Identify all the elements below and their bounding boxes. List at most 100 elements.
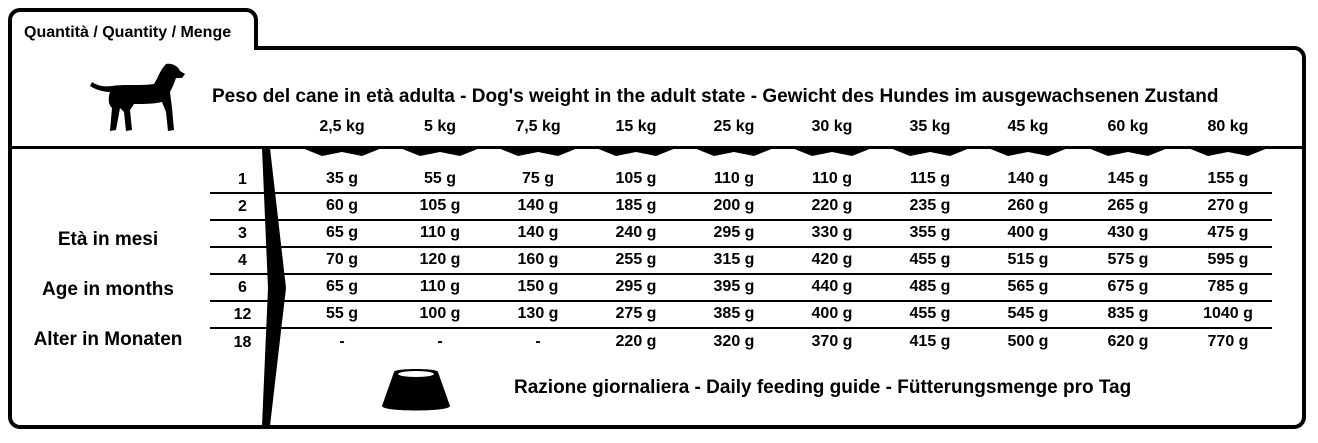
ration-cell: 110 g: [419, 224, 461, 241]
quantity-tab: Quantità / Quantity / Menge: [8, 8, 258, 50]
food-bowl-icon: [382, 369, 450, 411]
ration-cell: 55 g: [325, 305, 358, 322]
ration-cell: 110 g: [811, 170, 853, 187]
ration-cell: 575 g: [1107, 251, 1149, 268]
ration-cell: 475 g: [1207, 224, 1249, 241]
age-label-en: Age in months: [42, 279, 174, 300]
ration-cell: 400 g: [811, 305, 853, 322]
ration-cell: 455 g: [909, 305, 951, 322]
weight-notch-marker: [302, 148, 382, 156]
age-cell: 1: [238, 171, 247, 188]
ration-cell: 595 g: [1207, 251, 1249, 268]
ration-cell: 295 g: [615, 278, 657, 295]
ration-cell: 270 g: [1207, 197, 1249, 214]
table-row: 3 65 g 110 g 140 g 240 g 295 g 330 g 355 g 400 g…: [210, 221, 1272, 248]
ration-cell: 140 g: [517, 224, 559, 241]
ration-cell: 150 g: [517, 278, 559, 295]
ration-cell: 60 g: [325, 197, 358, 214]
ration-cell: 420 g: [811, 251, 853, 268]
weight-header: 80 kg: [1207, 118, 1249, 135]
ration-cell: 240 g: [615, 224, 657, 241]
ration-cell: 295 g: [713, 224, 755, 241]
ration-cell: 110 g: [713, 170, 755, 187]
header-divider: [10, 146, 1302, 149]
weight-notch-marker: [792, 148, 872, 156]
ration-cell: 160 g: [517, 251, 559, 268]
weight-notch-marker: [596, 148, 676, 156]
ration-cell: 130 g: [517, 305, 559, 322]
weight-notch-marker: [890, 148, 970, 156]
ration-cell: 455 g: [909, 251, 951, 268]
weight-notch-marker: [1188, 148, 1268, 156]
row-divider: [210, 327, 1272, 329]
age-label-de: Alter in Monaten: [33, 329, 183, 350]
weight-notch-marker: [1088, 148, 1168, 156]
ration-cell: 770 g: [1207, 333, 1249, 350]
ration-cell: 220 g: [811, 197, 853, 214]
ration-cell: 120 g: [419, 251, 461, 268]
ration-cell: 440 g: [811, 278, 853, 295]
weight-notch-marker: [498, 148, 578, 156]
age-cell: 4: [238, 252, 247, 269]
weight-header: 5 kg: [423, 118, 456, 135]
ration-cell: 145 g: [1107, 170, 1149, 187]
weight-header: 60 kg: [1107, 118, 1149, 135]
row-divider: [210, 219, 1272, 221]
ration-cell: 105 g: [615, 170, 657, 187]
ration-cell: 55 g: [423, 170, 456, 187]
age-label-it: Età in mesi: [57, 229, 159, 250]
ration-cell: 260 g: [1007, 197, 1049, 214]
age-cell: 2: [238, 198, 247, 215]
ration-cell: 235 g: [909, 197, 951, 214]
weight-header: 25 kg: [713, 118, 755, 135]
feeding-table-frame: [8, 46, 1306, 429]
ration-cell: -: [437, 333, 443, 350]
ration-cell: 675 g: [1107, 278, 1149, 295]
age-cell: 12: [233, 306, 252, 323]
ration-cell: 200 g: [713, 197, 755, 214]
ration-cell: 255 g: [615, 251, 657, 268]
table-row: 12 55 g 100 g 130 g 275 g 385 g 400 g 455 g 545 …: [210, 302, 1272, 329]
row-divider: [210, 300, 1272, 302]
ration-cell: 785 g: [1207, 278, 1249, 295]
ration-cell: 400 g: [1007, 224, 1049, 241]
ration-cell: 185 g: [615, 197, 657, 214]
ration-cell: 565 g: [1007, 278, 1049, 295]
header-title: Peso del cane in età adulta - Dog's weig…: [212, 86, 1219, 107]
ration-cell: -: [535, 333, 541, 350]
ration-cell: 275 g: [615, 305, 657, 322]
ration-cell: 545 g: [1007, 305, 1049, 322]
ration-cell: 100 g: [419, 305, 461, 322]
ration-cell: 65 g: [325, 278, 358, 295]
ration-cell: 620 g: [1107, 333, 1149, 350]
daily-feeding-guide-label: Razione giornaliera - Daily feeding guid…: [514, 377, 1132, 398]
weight-header: 7,5 kg: [515, 118, 561, 135]
ration-cell: 355 g: [909, 224, 951, 241]
ration-cell: 35 g: [325, 170, 358, 187]
ration-cell: 110 g: [419, 278, 461, 295]
ration-cell: 320 g: [713, 333, 755, 350]
table-row: 1 35 g 55 g 75 g 105 g 110 g 110 g 115 g 140 g 14…: [210, 167, 1272, 194]
age-cell: 18: [233, 334, 252, 351]
ration-cell: 140 g: [517, 197, 559, 214]
ration-cell: 370 g: [811, 333, 853, 350]
ration-cell: 500 g: [1007, 333, 1049, 350]
weight-header: 15 kg: [615, 118, 657, 135]
ration-cell: 430 g: [1107, 224, 1149, 241]
arrow-divider: [262, 148, 286, 426]
row-divider: [210, 273, 1272, 275]
table-row: 4 70 g 120 g 160 g 255 g 315 g 420 g 455 g 515 g…: [210, 248, 1272, 275]
ration-cell: 115 g: [909, 170, 951, 187]
age-cell: 3: [238, 225, 247, 242]
ration-cell: 415 g: [909, 333, 951, 350]
ration-cell: 835 g: [1107, 305, 1149, 322]
row-divider: [210, 192, 1272, 194]
ration-cell: 140 g: [1007, 170, 1049, 187]
age-cell: 6: [238, 279, 247, 296]
ration-cell: 265 g: [1107, 197, 1149, 214]
ration-cell: 485 g: [909, 278, 951, 295]
row-divider: [210, 246, 1272, 248]
ration-cell: 385 g: [713, 305, 755, 322]
ration-cell: -: [339, 333, 345, 350]
weight-header: 2,5 kg: [319, 118, 365, 135]
